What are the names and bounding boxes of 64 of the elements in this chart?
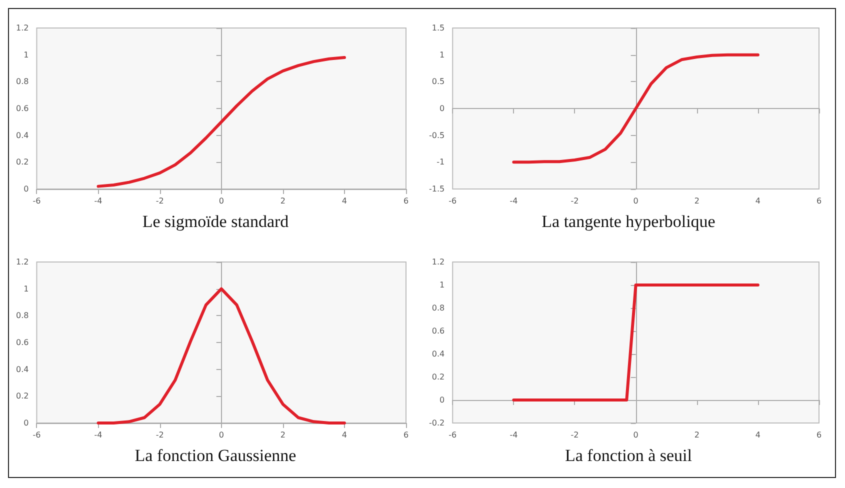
x-tick-label: 2	[280, 430, 286, 439]
x-tick-label: 6	[816, 430, 822, 439]
x-tick-label: -6	[448, 430, 457, 439]
x-tick-label: 4	[342, 430, 347, 439]
y-tick-label: 0.2	[16, 157, 29, 166]
x-tick-label: -6	[32, 430, 41, 439]
text: La fonction Gaussienne	[134, 446, 296, 464]
y-tick-label: 1	[24, 284, 29, 293]
y-tick-label: -0.5	[429, 130, 445, 140]
x-tick-label: -2	[156, 430, 164, 439]
y-tick-label: 1.5	[432, 23, 445, 32]
line-series	[96, 286, 346, 424]
y-tick-label: 1.2	[432, 257, 445, 266]
line-series	[96, 56, 346, 188]
x-tick-label: 6	[816, 196, 822, 205]
x-tick-label: -6	[32, 196, 41, 205]
x-tick-label: 2	[694, 430, 700, 439]
y-tick-label: 0	[440, 395, 445, 404]
x-tick-label: 0	[633, 196, 638, 205]
y-tick-label: -1.5	[429, 184, 445, 193]
x-tick-label: 0	[633, 430, 638, 439]
y-tick-label: 0.6	[16, 338, 29, 346]
x-tick-label: 4	[755, 196, 760, 205]
y-tick-label: 0	[440, 104, 445, 112]
y-tick-label: 1	[440, 280, 445, 289]
y-tick-label: 0.4	[432, 349, 445, 358]
x-tick-label: 0	[218, 196, 224, 205]
x-tick-label: 4	[755, 430, 760, 439]
x-tick-label: -2	[156, 196, 164, 205]
y-tick-label: 1.2	[16, 257, 29, 266]
x-tick-label: -2	[570, 430, 579, 439]
text: La fonction à seuil	[565, 446, 692, 464]
x-tick-label: 4	[342, 196, 347, 205]
x-tick-label: 6	[403, 430, 409, 439]
y-tick-label: 1	[24, 50, 29, 59]
y-tick-label: 1.2	[16, 23, 29, 32]
y-tick-label: -1	[436, 157, 445, 166]
y-tick-label: 0.8	[432, 303, 445, 312]
y-tick-label: 0.6	[432, 326, 445, 335]
x-tick-label: 2	[280, 196, 286, 205]
x-tick-label: -6	[448, 196, 457, 205]
x-tick-label: 2	[694, 196, 700, 205]
text: La tangente hyperbolique	[542, 212, 716, 230]
x-tick-label: -2	[570, 196, 579, 205]
x-tick-label: 6	[403, 196, 409, 205]
y-tick-label: 0.4	[16, 364, 29, 374]
y-tick-label: 0.6	[16, 104, 29, 112]
x-tick-label: -4	[94, 430, 102, 439]
y-tick-label: 0.2	[16, 391, 29, 400]
y-tick-label: 0.8	[16, 76, 29, 86]
x-tick-label: -4	[94, 196, 102, 205]
y-tick-label: 1	[440, 50, 445, 59]
y-tick-label: 0.8	[16, 310, 29, 320]
y-tick-label: 0.2	[432, 372, 445, 381]
x-tick-label: -4	[510, 196, 518, 205]
x-tick-label: 0	[218, 430, 224, 439]
text: Le sigmoïde standard	[142, 212, 290, 230]
y-tick-label: 0	[24, 184, 29, 193]
y-tick-label: 0.5	[432, 76, 445, 86]
y-tick-label: -0.2	[429, 418, 445, 427]
y-tick-label: 0.4	[16, 130, 29, 140]
x-tick-label: -4	[510, 430, 518, 439]
y-tick-label: 0	[24, 418, 29, 427]
line-series	[512, 52, 760, 164]
